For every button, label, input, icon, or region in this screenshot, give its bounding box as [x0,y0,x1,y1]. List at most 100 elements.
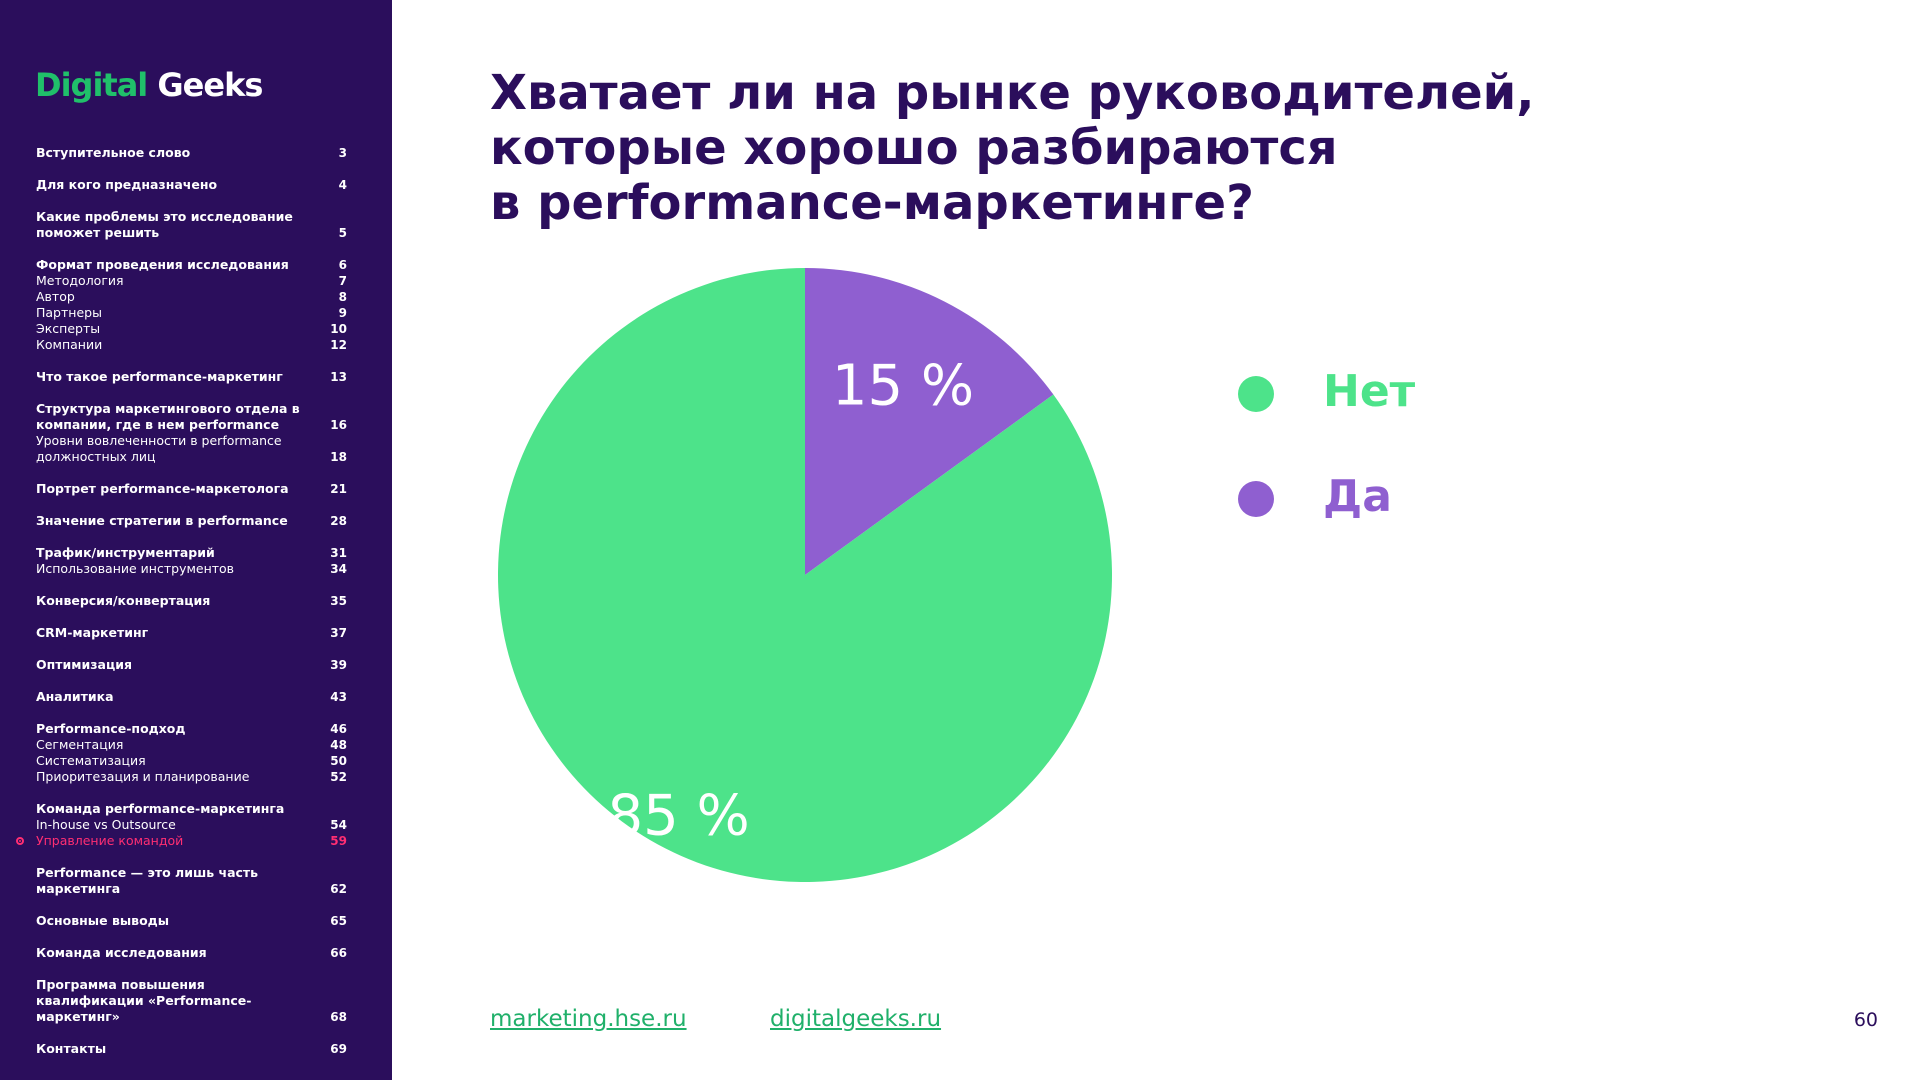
toc-item[interactable]: Эксперты 10 [36,321,356,337]
toc-item-label: Приоритезация и планирование [36,769,250,784]
page-title: Хватает ли на рынке руководителей, котор… [490,66,1690,231]
toc-item-page: 34 [330,562,347,576]
toc-item-label: Значение стратегии в performance [36,513,288,528]
pie-chart: 15 % 85 % [490,260,1130,904]
toc-item[interactable]: Формат проведения исследования 6 [36,257,356,273]
toc-item-label: Эксперты [36,321,101,336]
toc-item-label: Вступительное слово [36,145,191,160]
toc-item[interactable]: Что такое performance-маркетинг 13 [36,369,356,385]
toc-item[interactable]: Автор 8 [36,289,356,305]
toc-item-label: Какие проблемы это исследование поможет … [36,209,293,240]
title-line: в performance-маркетинге? [490,175,1254,231]
toc-item[interactable]: Компании 12 [36,337,356,353]
logo-digital: Digital [35,66,148,104]
toc-item[interactable]: Команда исследования 66 [36,945,356,961]
toc-item-page: 12 [330,338,347,352]
toc-item[interactable]: Значение стратегии в performance 28 [36,513,356,529]
logo[interactable]: Digital Geeks [35,66,263,104]
legend-label: Нет [1323,366,1416,417]
sidebar: Digital Geeks Вступительное слово 3 Для ко… [0,0,392,1080]
toc-item-label: Уровни вовлеченности в performance должн… [36,433,282,464]
toc-item[interactable]: Использование инструментов 34 [36,561,356,577]
toc-item[interactable]: Сегментация 48 [36,737,356,753]
title-line: которые хорошо разбираются [490,120,1338,176]
toc-item-label: Использование инструментов [36,561,235,576]
toc-item[interactable]: Структура маркетингового отдела в компан… [36,401,356,433]
toc-item-page: 3 [338,146,347,160]
toc-item-label: Партнеры [36,305,102,320]
toc-item[interactable]: CRM-маркетинг 37 [36,625,356,641]
toc-item-page: 59 [330,834,347,848]
toc-item-label: Трафик/инструментарий [36,545,215,560]
toc-item-label: Программа повышения квалификации «Perfor… [36,977,252,1024]
toc-item-label: Команда исследования [36,945,207,960]
title-line: Хватает ли на рынке руководителей, [490,65,1535,121]
toc-item[interactable]: Систематизация 50 [36,753,356,769]
toc-item-page: 46 [330,722,347,736]
toc-item-page: 21 [330,482,347,496]
table-of-contents: Вступительное слово 3 Для кого предназначе… [16,145,356,1057]
toc-item[interactable]: Партнеры 9 [36,305,356,321]
slice-value-label: 15 % [832,353,974,418]
toc-item-page: 5 [338,226,347,240]
toc-item[interactable]: Для кого предназначено 4 [36,177,356,193]
toc-item[interactable]: Performance-подход 46 [36,721,356,737]
toc-item-label: Формат проведения исследования [36,257,289,272]
toc-item-page: 52 [330,770,347,784]
toc-item-page: 50 [330,754,347,768]
toc-item-page: 10 [330,322,347,336]
slice-value-label: 85 % [607,784,749,849]
toc-item[interactable]: Управление командой 59 [16,833,356,849]
toc-item[interactable]: Аналитика 43 [36,689,356,705]
toc-item[interactable]: Методология 7 [36,273,356,289]
toc-item-label: Performance-подход [36,721,186,736]
toc-item-page: 66 [330,946,347,960]
toc-item-page: 13 [330,370,347,384]
toc-item-page: 8 [338,290,347,304]
toc-item-page: 54 [330,818,347,832]
toc-item-page: 43 [330,690,347,704]
toc-item[interactable]: Трафик/инструментарий 31 [36,545,356,561]
digitalgeeks-link[interactable]: digitalgeeks.ru [770,1006,942,1032]
toc-item-label: Аналитика [36,689,114,704]
toc-item-page: 37 [330,626,347,640]
toc-item-label: Контакты [36,1041,107,1056]
toc-item-page: 16 [330,418,347,432]
marketing-hse-link[interactable]: marketing.hse.ru [490,1006,687,1032]
toc-item[interactable]: Оптимизация 39 [36,657,356,673]
toc-item-label: Структура маркетингового отдела в компан… [36,401,300,432]
toc-item-label: Команда performance-маркетинга [36,801,285,816]
toc-item[interactable]: Программа повышения квалификации «Perfor… [36,977,356,1025]
toc-item[interactable]: Приоритезация и планирование 52 [36,769,356,785]
legend-swatch [1238,481,1274,517]
toc-item-label: Методология [36,273,124,288]
toc-item[interactable]: Портрет performance-маркетолога 21 [36,481,356,497]
toc-item-page: 7 [338,274,347,288]
pie-chart-svg: 15 % 85 % [497,268,1112,882]
pie-slice-da [805,268,1054,575]
toc-item[interactable]: Performance — это лишь часть маркетинга 6… [36,865,356,897]
toc-item-label: Performance — это лишь часть маркетинга [36,865,259,896]
toc-item[interactable]: Уровни вовлеченности в performance должн… [36,433,356,465]
toc-item-label: Сегментация [36,737,124,752]
toc-item[interactable]: Команда performance-маркетинга [36,801,356,817]
toc-item[interactable]: Основные выводы 65 [36,913,356,929]
toc-item-label: CRM-маркетинг [36,625,149,640]
legend-label: Да [1323,471,1392,522]
toc-item-label: Что такое performance-маркетинг [36,369,283,384]
toc-item-label: Автор [36,289,75,304]
pie-slice-net [497,268,1112,882]
toc-item[interactable]: Вступительное слово 3 [36,145,356,161]
toc-item[interactable]: Конверсия/конвертация 35 [36,593,356,609]
toc-item[interactable]: In-house vs Outsource 54 [36,817,356,833]
logo-geeks: Geeks [157,66,263,104]
toc-item-label: Компании [36,337,103,352]
toc-item[interactable]: Какие проблемы это исследование поможет … [36,209,356,241]
toc-item-page: 62 [330,882,347,896]
toc-item-label: In-house vs Outsource [36,817,176,832]
toc-item-page: 69 [330,1042,347,1056]
toc-item-label: Основные выводы [36,913,170,928]
toc-item[interactable]: Контакты 69 [36,1041,356,1057]
toc-item-page: 9 [338,306,347,320]
toc-item-label: Оптимизация [36,657,132,672]
